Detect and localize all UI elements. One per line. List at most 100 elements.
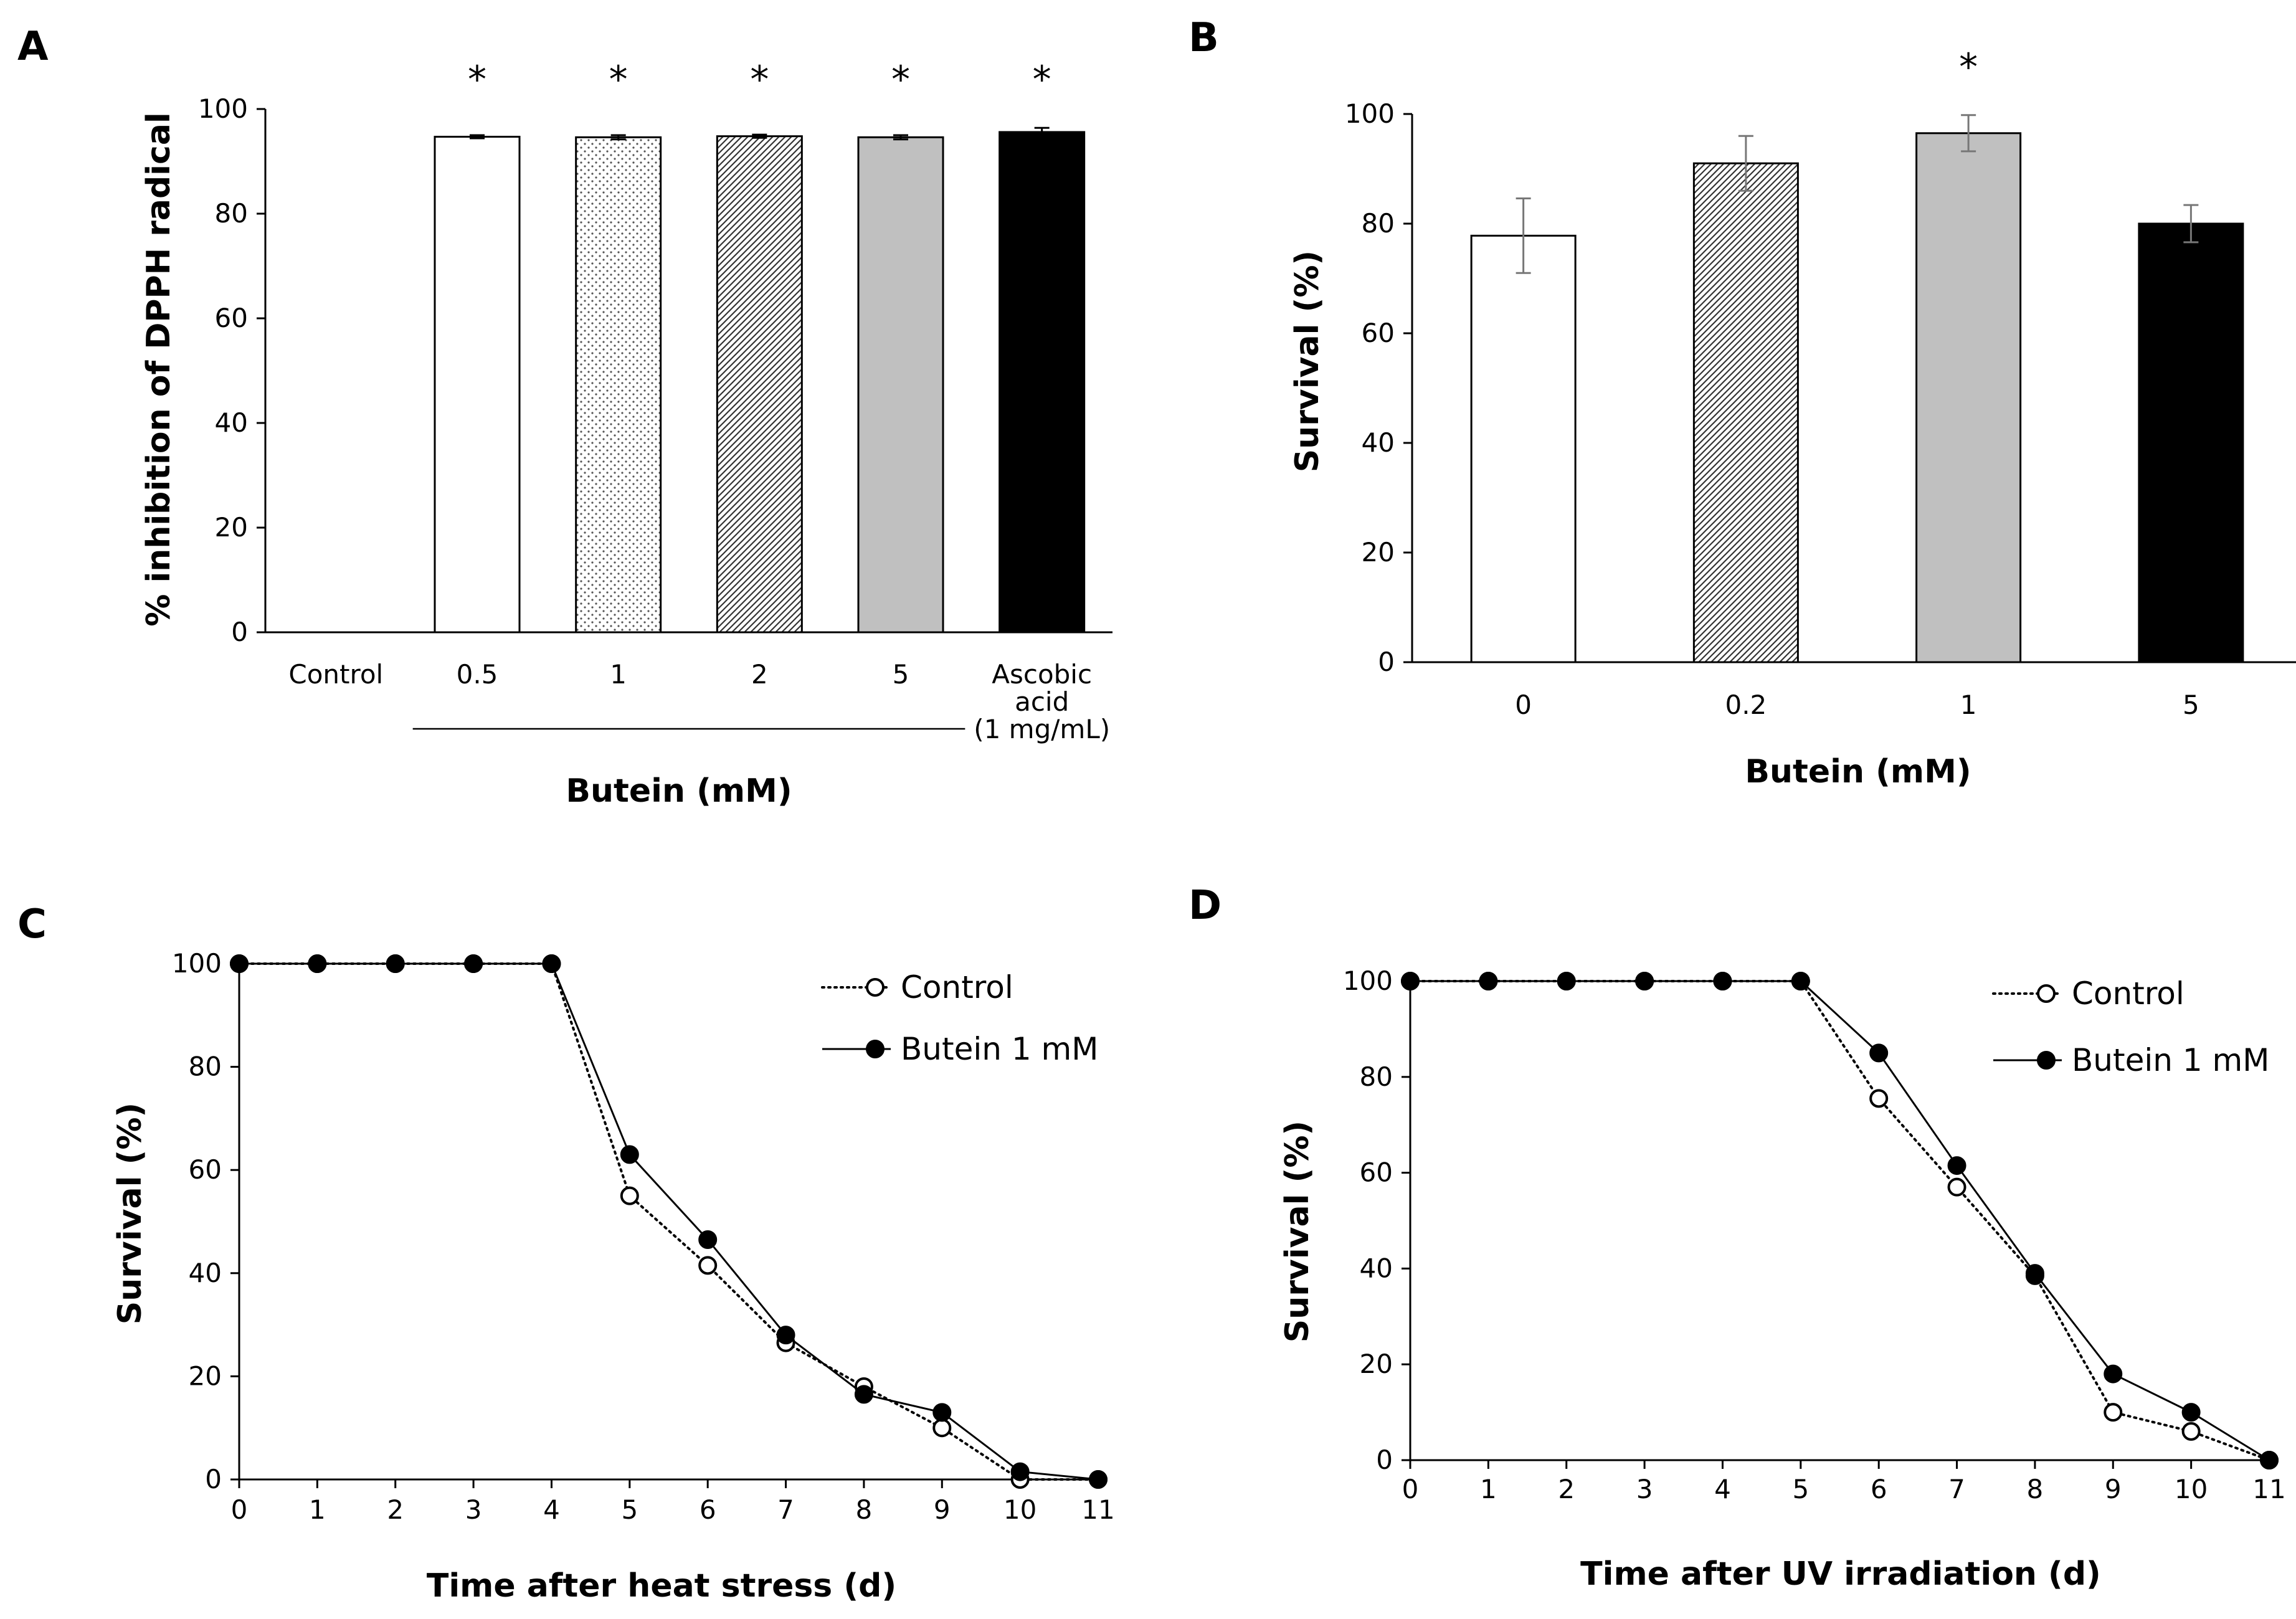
panel-a-x-tick-label: 1	[610, 659, 627, 690]
panel-d-x-tick-label: 1	[1480, 1474, 1497, 1504]
panel-c-legend-marker	[866, 978, 885, 997]
panel-b-y-axis-title: Survival (%)	[1289, 250, 1326, 472]
panel-a-significance-marker: *	[891, 58, 910, 102]
panel-d-legend-label: Butein 1 mM	[2072, 1042, 2269, 1078]
panel-a-bar	[434, 136, 521, 634]
panel-b-x-tick-label-line: 5	[2183, 690, 2199, 720]
panel-d-legend-marker	[2037, 984, 2056, 1003]
panel-a-bar	[575, 136, 662, 634]
panel-c-data-point	[698, 1256, 718, 1275]
panel-c-x-tick-label: 10	[1003, 1494, 1037, 1525]
panel-a-x-tick-label: Ascobic acid (1 mg/mL)	[974, 659, 1110, 744]
panel-a-x-tick-label: 2	[751, 659, 768, 690]
panel-c-x-tick-label: 5	[621, 1494, 638, 1525]
panel-a-y-tick-label: 100	[198, 93, 248, 124]
panel-b-y-tick-label: 0	[1378, 647, 1395, 677]
panel-d-x-tick-label: 8	[2027, 1474, 2044, 1504]
panel-b: B Survival (%) Butein (mM) 0 20 40 60 80 100 0…	[1188, 15, 2296, 791]
panel-d-data-point	[1947, 1177, 1966, 1197]
panel-d-y-axis-title: Survival (%)	[1279, 1121, 1316, 1342]
panel-a-significance-marker: *	[750, 58, 769, 102]
panel-c-x-tick-label: 11	[1081, 1494, 1114, 1525]
panel-a-x-tick-label-line: (1 mg/mL)	[974, 714, 1110, 744]
panel-label-d: D	[1188, 883, 1222, 929]
panel-a-x-tick-label: 0.5	[457, 659, 498, 690]
panel-d-x-tick-label: 9	[2105, 1474, 2122, 1504]
panel-d-data-point	[1557, 972, 1576, 990]
panel-c-legend-label: Butein 1 mM	[901, 1031, 1098, 1067]
panel-b-y-tick-label: 60	[1362, 318, 1395, 348]
panel-d-y-tick-label: 80	[1360, 1061, 1393, 1092]
panel-c-data-point	[854, 1385, 873, 1404]
panel-a-x-tick-label: 5	[893, 659, 909, 690]
panel-b-x-axis-title: Butein (mM)	[1745, 753, 1971, 791]
panel-a-bar	[999, 131, 1086, 634]
panel-a-x-axis-title: Butein (mM)	[566, 772, 792, 810]
panel-c-data-point	[386, 954, 405, 973]
panel-c-x-tick-label: 7	[777, 1494, 794, 1525]
panel-d-y-tick-label: 60	[1360, 1157, 1393, 1188]
panel-d-data-point	[1479, 972, 1498, 990]
panel-b-y-tick-label: 20	[1362, 537, 1395, 567]
panel-a-y-tick-label: 40	[215, 407, 248, 438]
panel-b-y-tick-label: 100	[1345, 98, 1395, 129]
panel-a-y-tick-label: 0	[231, 617, 248, 647]
panel-d-x-tick-label: 7	[1948, 1474, 1965, 1504]
panel-d-legend-marker	[2037, 1051, 2056, 1070]
panel-c-data-point	[1089, 1470, 1108, 1489]
panel-b-bar	[2138, 222, 2244, 663]
panel-d-data-point	[1869, 1043, 1889, 1063]
panel-c-x-tick-label: 8	[856, 1494, 873, 1525]
panel-b-y-tick-label: 80	[1362, 208, 1395, 239]
panel-a-bar	[857, 136, 944, 634]
panel-c-x-tick-label: 9	[934, 1494, 951, 1525]
panel-c-data-point	[932, 1403, 952, 1422]
panel-b-x-tick-label-line: 0	[1515, 690, 1532, 720]
panel-c-y-tick-label: 80	[189, 1052, 222, 1082]
panel-b-x-tick-label: 1	[1960, 690, 1977, 720]
panel-a-x-tick-label-line: 2	[751, 659, 768, 690]
panel-d-x-tick-label: 2	[1558, 1474, 1575, 1504]
panel-c-legend-marker	[866, 1040, 885, 1058]
panel-d-data-point	[2104, 1364, 2123, 1384]
panel-b-x-tick-label: 0.2	[1725, 690, 1767, 720]
panel-d-legend-label: Control	[2072, 976, 2185, 1012]
panel-d-x-axis-title: Time after UV irradiation (d)	[1580, 1555, 2101, 1593]
panel-d-y-tick-label: 40	[1360, 1253, 1393, 1283]
panel-d-x-tick-label: 4	[1714, 1474, 1731, 1504]
panel-c-y-tick-label: 100	[172, 948, 222, 979]
panel-d-data-point	[2181, 1403, 2201, 1422]
panel-a-y-tick-label: 60	[215, 303, 248, 333]
panel-b-x-tick-label: 5	[2183, 690, 2199, 720]
panel-d-x-tick-label: 0	[1402, 1474, 1419, 1504]
panel-c-data-point	[698, 1230, 718, 1249]
panel-c-data-point	[464, 954, 483, 973]
panel-d-data-point	[1791, 972, 1810, 990]
panel-c-y-tick-label: 60	[189, 1154, 222, 1185]
panel-b-bar	[1470, 234, 1577, 663]
panel-c-data-point	[620, 1145, 639, 1164]
panel-a-x-tick-label: Control	[288, 659, 383, 690]
panel-a-significance-marker: *	[1033, 58, 1051, 102]
panel-b-x-tick-label-line: 1	[1960, 690, 1977, 720]
panel-a-x-tick-label-line: Ascobic	[992, 659, 1092, 690]
panel-a-x-tick-label-line: Control	[288, 659, 383, 690]
panel-a-x-tick-label-line: 5	[893, 659, 909, 690]
panel-c-data-point	[776, 1326, 795, 1345]
panel-d-x-tick-label: 6	[1871, 1474, 1887, 1504]
panel-d-data-point	[2181, 1422, 2201, 1441]
panel-d-x-tick-label: 3	[1636, 1474, 1653, 1504]
panel-b-significance-marker: *	[1959, 45, 1978, 89]
panel-a-significance-marker: *	[609, 58, 628, 102]
panel-a: A % inhibition of DPPH radical Butein (m…	[17, 24, 1112, 810]
panel-d-data-point	[2025, 1264, 2044, 1283]
panel-d-y-tick-label: 20	[1360, 1349, 1393, 1379]
panel-c-x-tick-label: 1	[309, 1494, 326, 1525]
panel-c-x-axis-title: Time after heat stress (d)	[427, 1567, 896, 1605]
panel-a-y-tick-label: 80	[215, 198, 248, 229]
panel-b-y-tick-label: 40	[1362, 427, 1395, 458]
panel-c-y-axis-title: Survival (%)	[111, 1103, 149, 1324]
panel-a-x-tick-label-line: 1	[610, 659, 627, 690]
panel-a-bar	[716, 135, 803, 634]
panel-c-x-tick-label: 3	[465, 1494, 482, 1525]
